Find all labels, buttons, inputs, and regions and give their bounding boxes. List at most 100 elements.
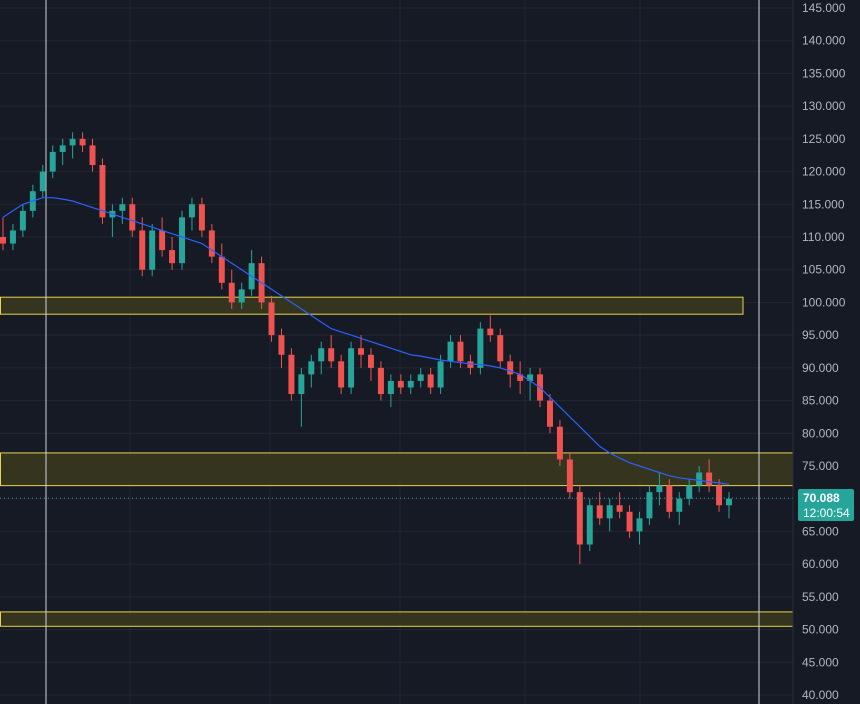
candle-body [556,426,563,460]
price-tick-label: 75.000 [802,459,839,473]
candle[interactable] [218,243,225,290]
candle[interactable] [0,217,6,251]
candle[interactable] [348,341,355,395]
candle[interactable] [198,197,205,237]
candle[interactable] [437,354,444,395]
candle[interactable] [676,492,683,525]
candle[interactable] [179,210,185,270]
candle[interactable] [49,145,56,179]
candle[interactable] [367,348,374,381]
candle[interactable] [636,511,643,545]
candle[interactable] [656,472,663,506]
price-axis[interactable]: 145.000 140.000 135.000 130.000 125.000 120.0… [792,0,860,704]
candle[interactable] [288,348,295,401]
candle[interactable] [517,361,524,395]
candle[interactable] [238,282,245,309]
candle-body [318,348,325,362]
candle[interactable] [169,237,176,270]
candle[interactable] [626,505,633,538]
candle-body [179,217,185,264]
candle[interactable] [606,498,613,532]
candle[interactable] [666,479,673,519]
candle-body [497,335,504,362]
candle[interactable] [377,361,384,401]
candle[interactable] [547,394,553,434]
support-resistance-zone[interactable] [0,296,744,315]
candle-body [676,498,683,512]
candle[interactable] [268,295,275,342]
candle[interactable] [139,217,146,277]
candle-body [119,204,126,211]
candle[interactable] [427,367,434,395]
candle[interactable] [576,485,583,565]
candle[interactable] [19,204,26,237]
candle[interactable] [726,492,732,519]
candle-body [79,138,86,146]
candle-body [397,380,404,388]
price-tick-label: 60.000 [802,557,839,571]
candle[interactable] [338,354,345,395]
candle-body [338,361,345,388]
candle[interactable] [716,479,723,512]
candle[interactable] [89,138,96,172]
candle-body [576,492,583,545]
price-tick-label: 45.000 [802,655,839,669]
candle[interactable] [646,485,653,525]
candle-body [348,348,355,388]
candle[interactable] [129,197,136,237]
candle[interactable] [696,466,703,493]
candle[interactable] [318,341,325,375]
candle[interactable] [228,269,235,309]
candle[interactable] [278,328,285,368]
candle-body [417,374,424,381]
candle-body [636,518,643,532]
candle[interactable] [467,354,474,375]
candle[interactable] [616,492,623,519]
candle[interactable] [79,132,86,152]
candle[interactable] [59,138,66,166]
candle[interactable] [159,217,166,257]
candle[interactable] [208,223,215,264]
price-tick-label: 140.000 [802,34,846,48]
candle[interactable] [586,498,593,552]
candle[interactable] [566,452,573,499]
price-tick-label: 85.000 [802,394,839,408]
candle[interactable] [69,132,76,159]
candle[interactable] [328,335,335,368]
candle[interactable] [397,374,404,395]
candle[interactable] [487,315,494,342]
candle[interactable] [308,354,315,388]
candle-body [149,230,156,270]
candle[interactable] [417,367,424,388]
support-resistance-zone[interactable] [0,452,794,487]
candle-body [0,237,6,244]
candle[interactable] [686,479,693,506]
price-tick-label: 95.000 [802,328,839,342]
candle[interactable] [358,335,365,368]
candle[interactable] [39,165,46,198]
candle[interactable] [497,328,504,368]
candle[interactable] [477,322,484,375]
candle[interactable] [119,197,126,224]
candle[interactable] [387,374,394,408]
candle[interactable] [188,197,195,231]
price-tick-label: 125.000 [802,132,846,146]
price-tick-label: 120.000 [802,165,846,179]
candle[interactable] [298,367,305,427]
candle-body [507,361,514,375]
candle[interactable] [447,335,454,368]
candle[interactable] [596,492,603,525]
candle-body [367,354,374,368]
candle-body [666,485,673,512]
support-resistance-zone[interactable] [0,611,794,627]
candle-body [99,165,106,218]
candle[interactable] [99,158,106,224]
candle-body [89,145,96,166]
candle[interactable] [706,459,713,493]
candle[interactable] [556,420,563,466]
candle[interactable] [9,223,16,251]
candle[interactable] [527,367,534,401]
candle[interactable] [407,374,414,395]
candle[interactable] [149,223,156,277]
